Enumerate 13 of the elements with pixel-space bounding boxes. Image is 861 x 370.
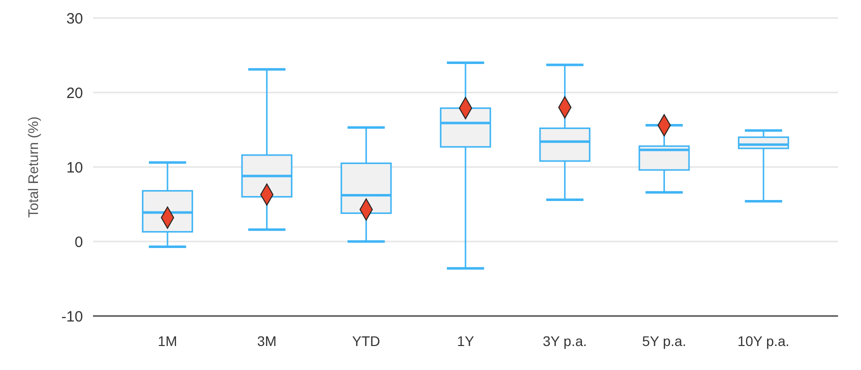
x-tick-label: 1Y xyxy=(456,333,475,349)
x-tick-label: 10Y p.a. xyxy=(738,333,790,349)
y-axis-title: Total Return (%) xyxy=(25,116,41,218)
x-tick-label: YTD xyxy=(352,333,380,349)
x-tick-label: 3M xyxy=(257,333,277,349)
x-tick-label: 3Y p.a. xyxy=(542,333,587,349)
x-tick-label: 1M xyxy=(158,333,178,349)
y-tick-label: 10 xyxy=(66,159,83,176)
y-tick-label: -10 xyxy=(61,308,83,326)
y-tick-label: 30 xyxy=(66,10,83,28)
x-tick-label: 5Y p.a. xyxy=(642,333,686,349)
y-tick-label: 20 xyxy=(66,84,83,102)
y-tick-label: 0 xyxy=(74,234,83,251)
